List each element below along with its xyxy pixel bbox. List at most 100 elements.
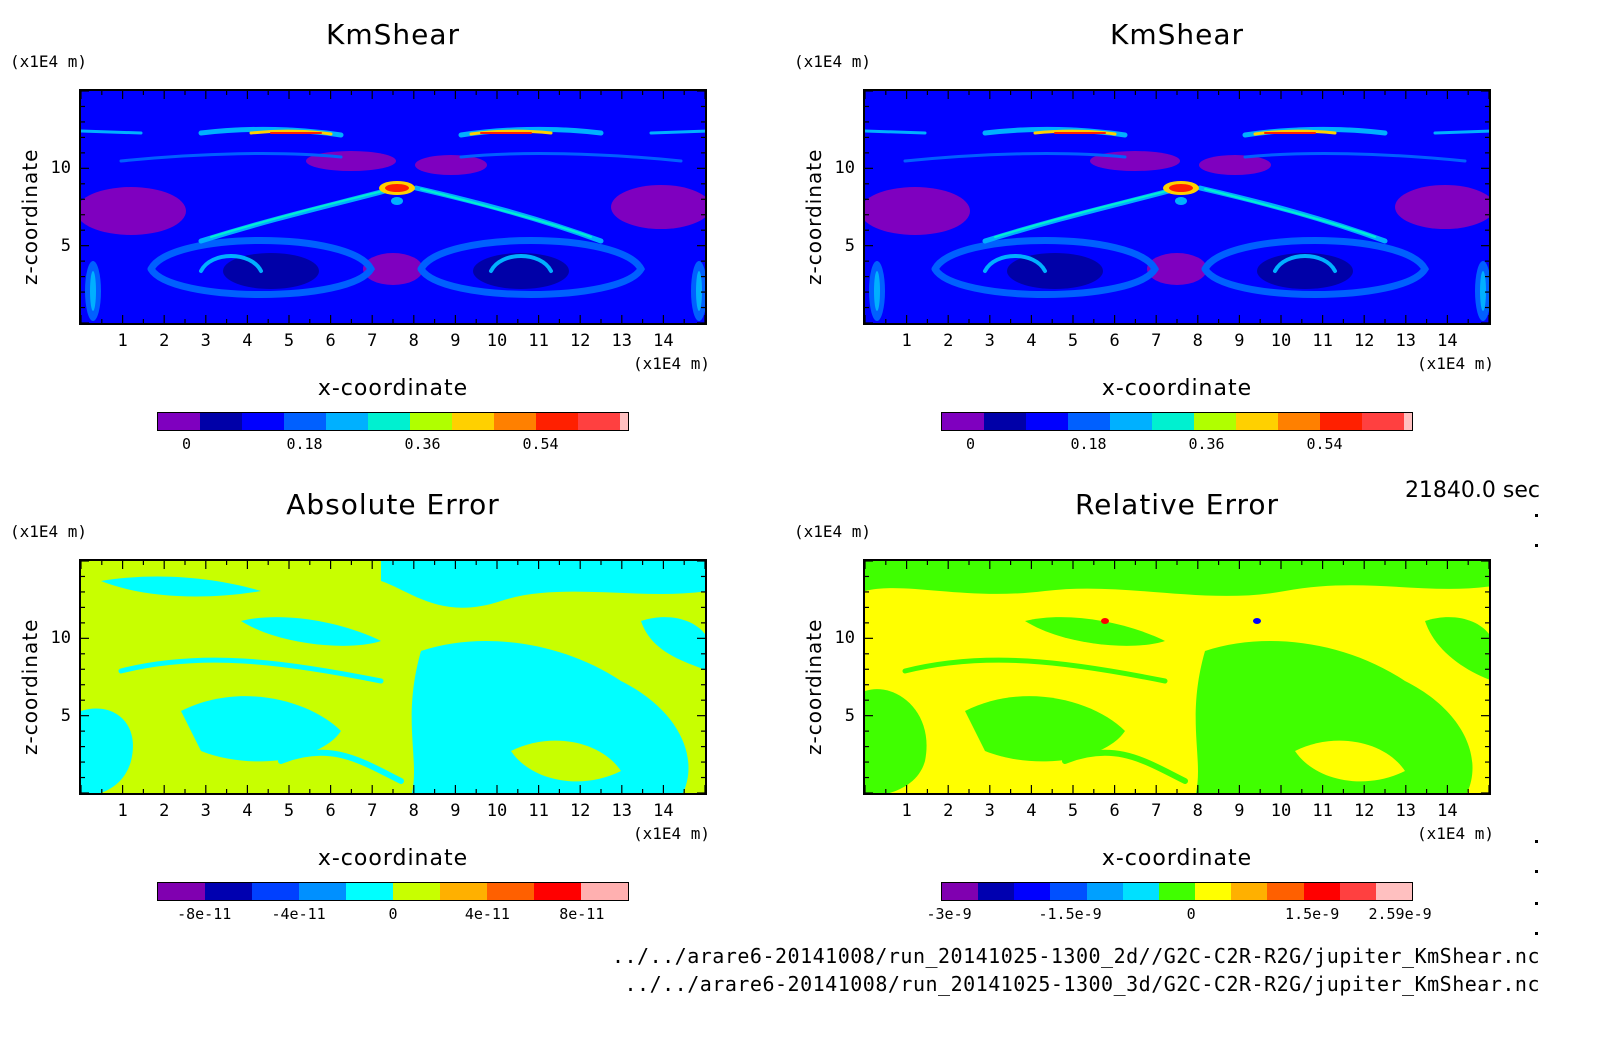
x-tick-label: 14 <box>1437 801 1458 821</box>
contour-region <box>865 689 927 793</box>
swirl-highlight <box>983 254 1047 273</box>
colorbar-swatch <box>346 883 393 900</box>
x-axis-label: x-coordinate <box>1101 376 1253 401</box>
x-unit-label: (x1E4 m) <box>1417 824 1495 843</box>
x-tick-label: 1 <box>901 801 912 821</box>
x-tick-label: 2 <box>943 801 954 821</box>
colorbar-tick-label: 2.59e-9 <box>1368 905 1432 923</box>
x-tick-label: 5 <box>1067 331 1079 351</box>
x-axis-label: x-coordinate <box>317 376 469 401</box>
colorbar-swatch <box>1014 883 1051 900</box>
x-tick-label: 1 <box>117 331 128 351</box>
colorbar-swatch <box>1050 883 1087 900</box>
colorbar-tick-label: 0.18 <box>1070 435 1107 453</box>
shear-band <box>903 152 1127 163</box>
swirl-ring <box>931 237 1160 298</box>
upper-jet-core <box>1033 129 1117 136</box>
chart-title: KmShear <box>1109 18 1245 51</box>
colorbar-swatch <box>393 883 440 900</box>
contour-band <box>278 749 404 784</box>
contour-band <box>902 657 1168 684</box>
colorbar-swatch <box>1375 883 1413 900</box>
y-tick-label: 5 <box>844 705 855 726</box>
x-tick-label: 3 <box>200 331 211 351</box>
shear-band <box>459 152 683 163</box>
plot-area <box>79 559 707 795</box>
upper-jet <box>649 129 705 135</box>
colorbar-swatch <box>409 413 452 430</box>
colorbar-swatch <box>1195 883 1232 900</box>
contour-band <box>1062 749 1188 784</box>
low-region <box>1199 155 1271 175</box>
colorbar-swatch <box>1122 883 1159 900</box>
x-tick-label: 14 <box>653 331 674 351</box>
x-tick-label: 7 <box>367 331 378 351</box>
x-axis-label: x-coordinate <box>317 846 469 871</box>
contour-region <box>1025 617 1165 646</box>
colorbar-swatch <box>440 883 487 900</box>
contour-region <box>81 708 133 793</box>
shear-band <box>210 188 392 238</box>
x-tick-label: 10 <box>486 331 508 351</box>
shear-band <box>1243 152 1467 163</box>
x-tick-label: 3 <box>200 801 211 821</box>
colorbar-tick-label: 0 <box>965 435 976 453</box>
colorbar-swatch <box>1193 413 1236 430</box>
y-unit-label: (x1E4 m) <box>794 522 872 541</box>
plot-area <box>863 559 1491 795</box>
colorbar-tick-label: -8e-11 <box>177 905 232 923</box>
colorbar <box>157 882 629 901</box>
contour-region <box>381 561 705 608</box>
dark-core <box>473 253 569 289</box>
x-tick-label: 1 <box>901 331 912 351</box>
x-unit-label: (x1E4 m) <box>633 824 711 843</box>
colorbar-swatch <box>534 883 581 900</box>
plot-area <box>863 89 1491 325</box>
x-tick-label: 8 <box>408 331 419 351</box>
y-unit-label: (x1E4 m) <box>10 522 88 541</box>
hot-spot-core <box>1169 184 1193 192</box>
colorbar-tick-label: 1.5e-9 <box>1285 905 1340 923</box>
x-tick-label: 10 <box>486 801 508 821</box>
x-tick-label: 5 <box>1067 801 1079 821</box>
contour-field <box>865 561 1489 793</box>
colorbar-tick-label: 0 <box>388 905 398 923</box>
colorbar-tick-label: -1.5e-9 <box>1038 905 1102 923</box>
colorbar-swatch <box>1025 413 1068 430</box>
x-tick-label: 1 <box>117 801 128 821</box>
colorbar-tick-label: -4e-11 <box>271 905 326 923</box>
swirl-ring <box>417 237 646 298</box>
x-tick-label: 11 <box>528 801 549 821</box>
swirl-ring <box>1201 237 1430 298</box>
chart-title: KmShear <box>325 18 461 51</box>
colorbar-tick-label: 0.36 <box>404 435 441 453</box>
colorbar-swatch <box>199 413 242 430</box>
upper-jet-core <box>1253 129 1337 136</box>
dot-marker <box>1535 870 1538 873</box>
contour-band <box>438 608 684 624</box>
dark-core <box>223 253 319 289</box>
x-tick-label: 13 <box>611 331 633 351</box>
colorbar-swatch <box>942 883 979 900</box>
colorbar-tick-label: 8e-11 <box>559 905 605 923</box>
low-region <box>865 187 970 235</box>
colorbar-swatch <box>451 413 494 430</box>
plot-area <box>79 89 707 325</box>
error-spot-negative <box>1253 618 1261 624</box>
colorbar-swatch <box>1151 413 1194 430</box>
x-tick-label: 8 <box>1192 331 1203 351</box>
x-tick-label: 10 <box>1270 331 1292 351</box>
hot-spot-core <box>385 184 409 192</box>
time-label: 21840.0 sec <box>1404 478 1540 503</box>
colorbar-tick-label: 0 <box>1186 905 1196 923</box>
contour-band <box>118 657 384 684</box>
colorbar-swatch <box>158 883 205 900</box>
colorbar-tick-label: 4e-11 <box>464 905 510 923</box>
y-tick-label: 10 <box>834 628 855 649</box>
x-axis-label: x-coordinate <box>1101 846 1253 871</box>
x-tick-label: 9 <box>450 801 461 821</box>
x-tick-label: 5 <box>283 331 295 351</box>
colorbar <box>941 412 1413 431</box>
shear-band <box>994 188 1176 238</box>
x-tick-label: 4 <box>242 801 253 821</box>
